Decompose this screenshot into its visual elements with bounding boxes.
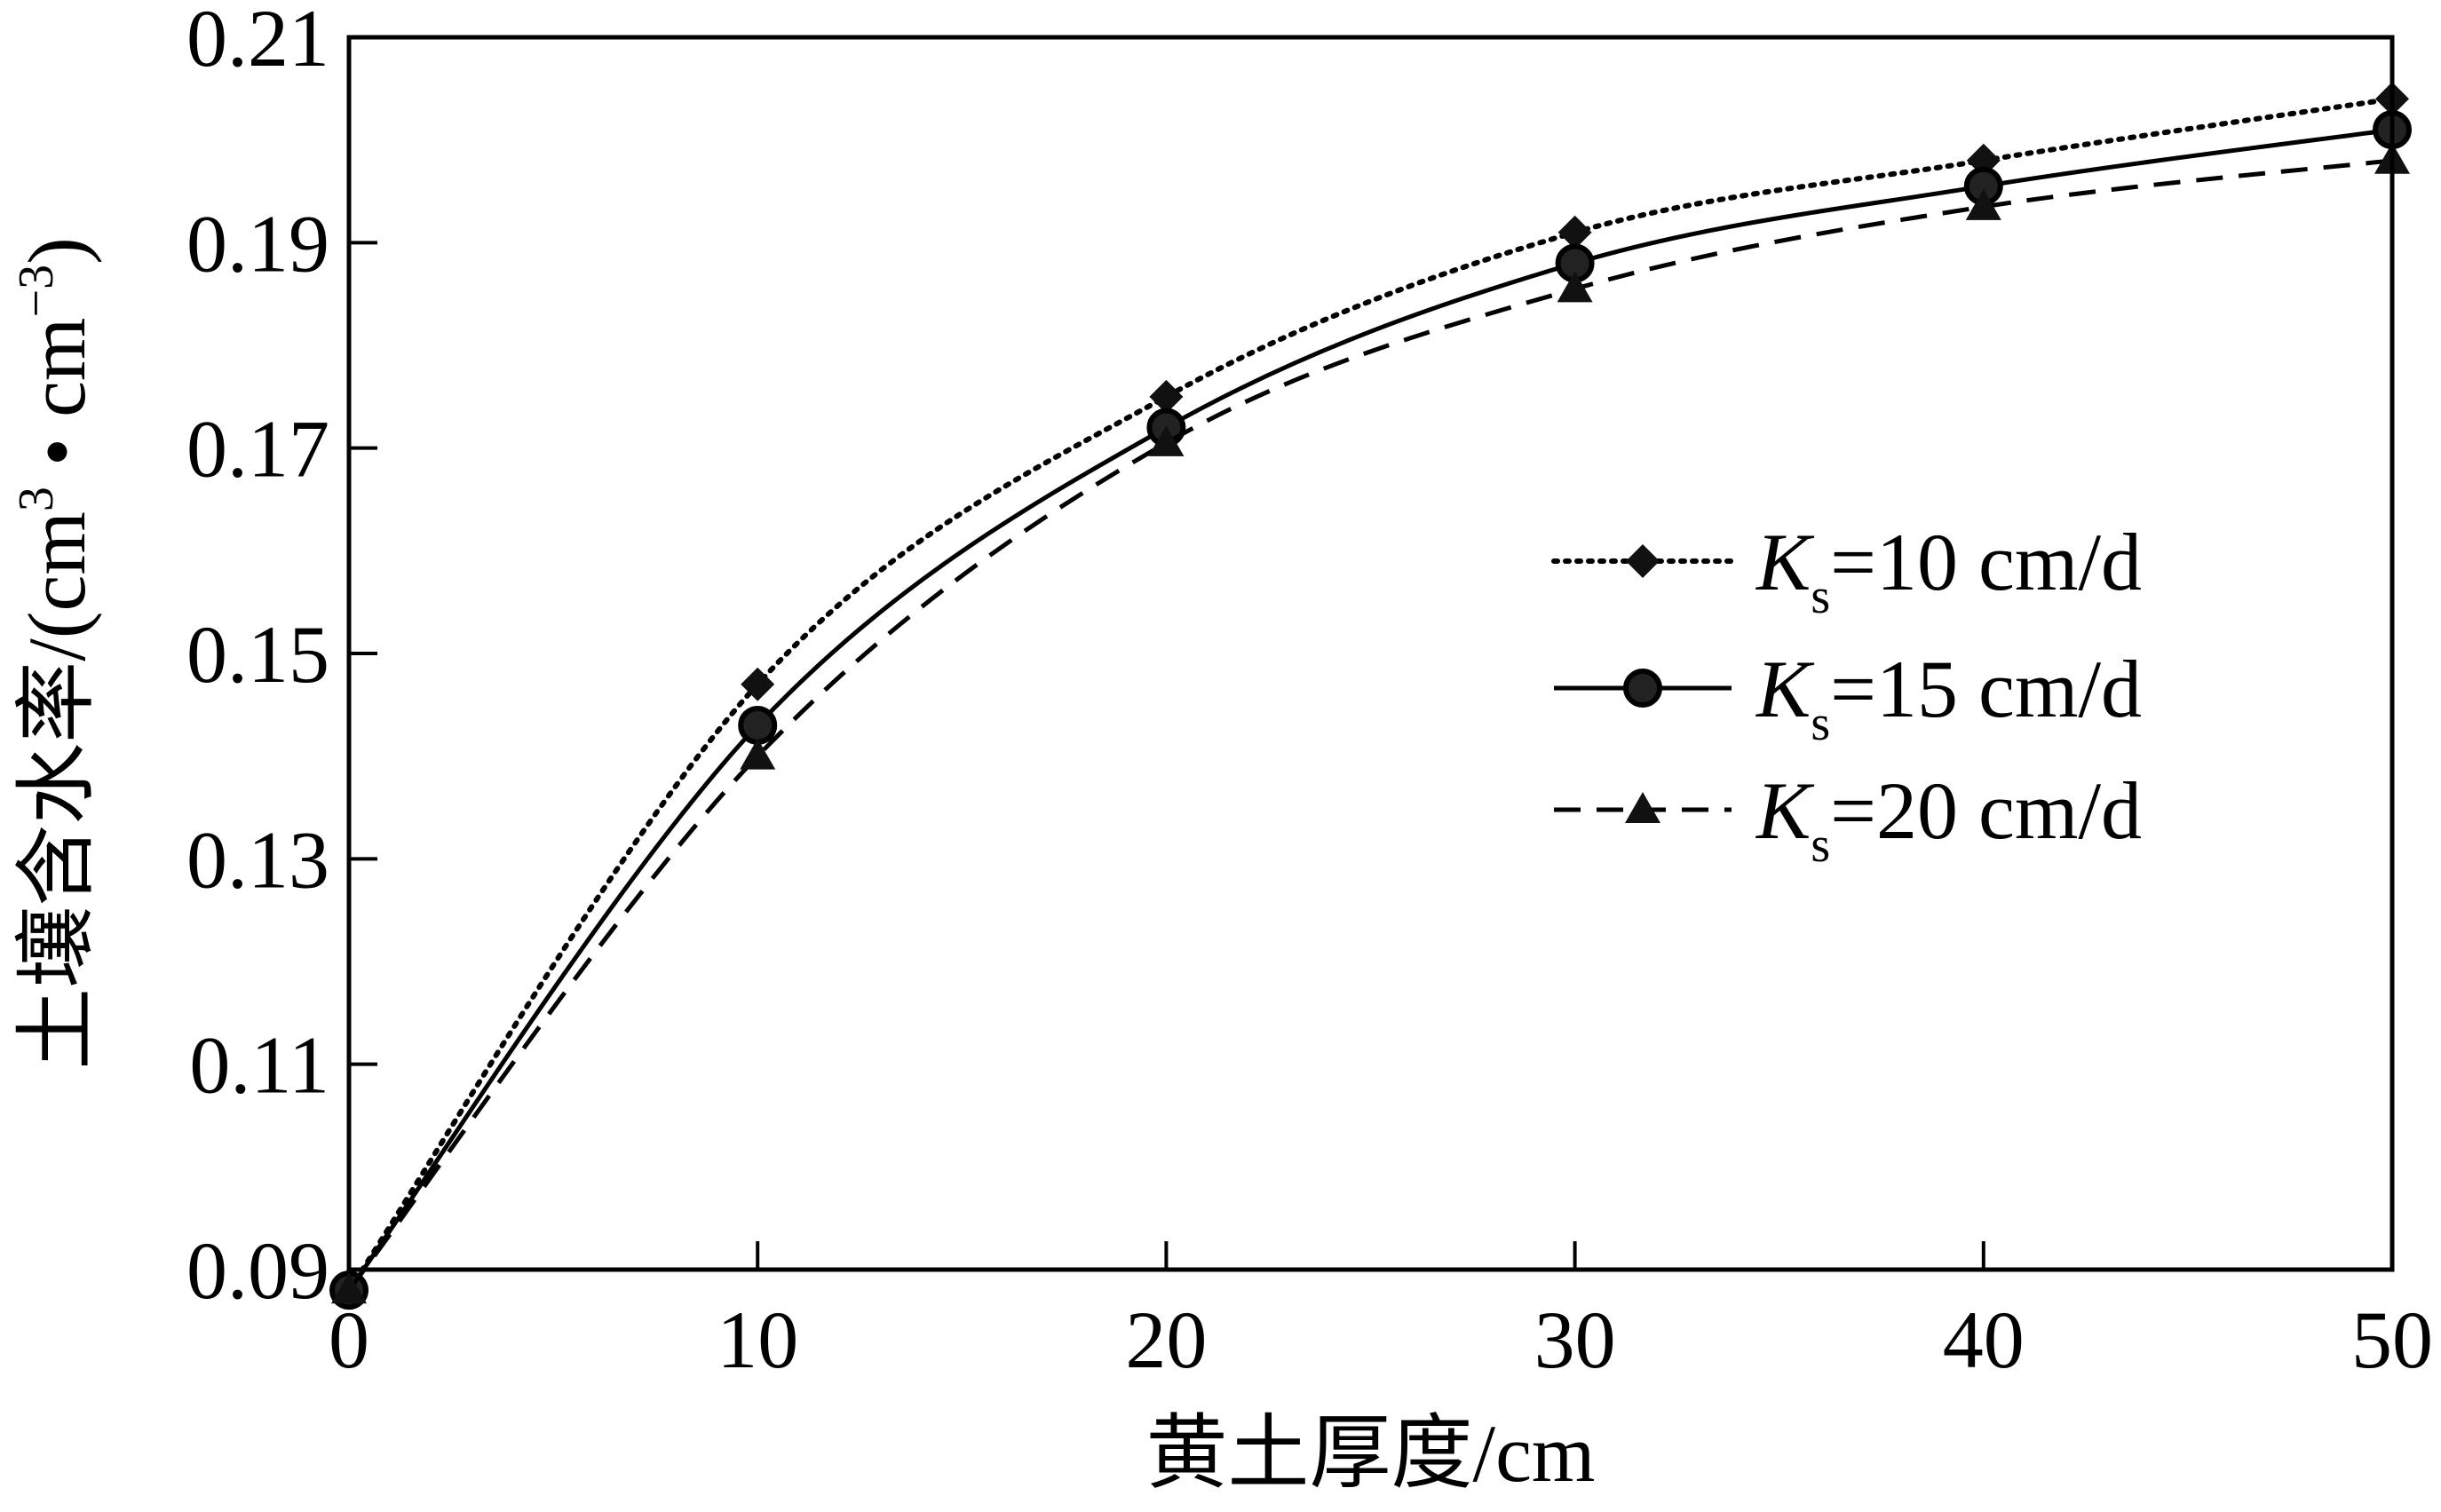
legend-label-k: K [1755,517,1815,607]
y-tick-label: 0.21 [186,0,329,83]
y-axis-label-sup1: 3 [9,487,64,511]
legend-label-k: K [1755,644,1815,734]
legend-label: Ks=15 cm/d [1755,644,2142,751]
series-3-line [347,158,2393,1292]
legend-label-rest: =15 cm/d [1830,644,2142,734]
y-axis-label-mid: • cm [12,318,102,487]
legend-label-sub: s [1811,696,1830,751]
series-3-point [740,738,776,770]
x-axis-label: 黄土厚度/cm [1146,1408,1596,1499]
y-axis-label-main: 土壤含水率/(cm [12,511,102,1070]
legend-item-3: Ks=20 cm/d [1554,765,2142,873]
y-axis-label-end: ) [12,237,102,265]
series-3 [331,142,2410,1304]
legend-label-sub: s [1811,818,1830,873]
y-axis-label: 土壤含水率/(cm3 • cm−3) [9,237,102,1069]
legend-item-1: Ks=10 cm/d [1551,517,2142,624]
legend-label-sub: s [1811,569,1830,624]
series-1-line [346,96,2395,1294]
legend-label: Ks=10 cm/d [1755,517,2142,624]
legend: Ks=10 cm/dKs=15 cm/dKs=20 cm/d [1551,517,2142,873]
y-tick-label: 0.17 [186,404,329,495]
ticks-layer: 0 10 20 30 40 50 0.09 0.11 0.13 0.15 0.17 0.19 0.21 [186,0,2433,1385]
legend-item-2: Ks=15 cm/d [1554,644,2142,751]
series-3-point [1148,424,1185,456]
series-3-point [331,1272,367,1304]
x-tick-label: 50 [2351,1294,2433,1385]
series-1-point [741,667,775,701]
y-tick-label: 0.13 [186,814,329,905]
legend-label-rest: =20 cm/d [1830,765,2142,856]
series-2-point [738,705,778,745]
legend-swatch-marker [1623,669,1662,708]
series-3-point [1557,271,1593,303]
y-axis-label-sup2: −3 [9,265,64,318]
series-1-point [1557,215,1592,249]
series-layer [329,82,2412,1310]
series-2-line [346,127,2393,1292]
x-tick-label: 10 [717,1294,798,1385]
legend-swatch-marker [1625,792,1660,823]
x-tick-label: 20 [1125,1294,1207,1385]
legend-label-k: K [1755,765,1815,856]
y-tick-label: 0.11 [189,1020,329,1111]
legend-label: Ks=20 cm/d [1755,765,2142,873]
x-tick-label: 0 [329,1294,369,1385]
legend-swatch-marker [1626,544,1660,578]
x-tick-label: 30 [1534,1294,1616,1385]
y-tick-label: 0.09 [186,1225,329,1316]
x-tick-label: 40 [1943,1294,2025,1385]
legend-label-rest: =10 cm/d [1830,517,2142,607]
series-1-point [1149,379,1184,414]
y-tick-label: 0.15 [186,609,329,700]
series-3-point [1965,188,2001,220]
y-tick-label: 0.19 [186,198,329,289]
